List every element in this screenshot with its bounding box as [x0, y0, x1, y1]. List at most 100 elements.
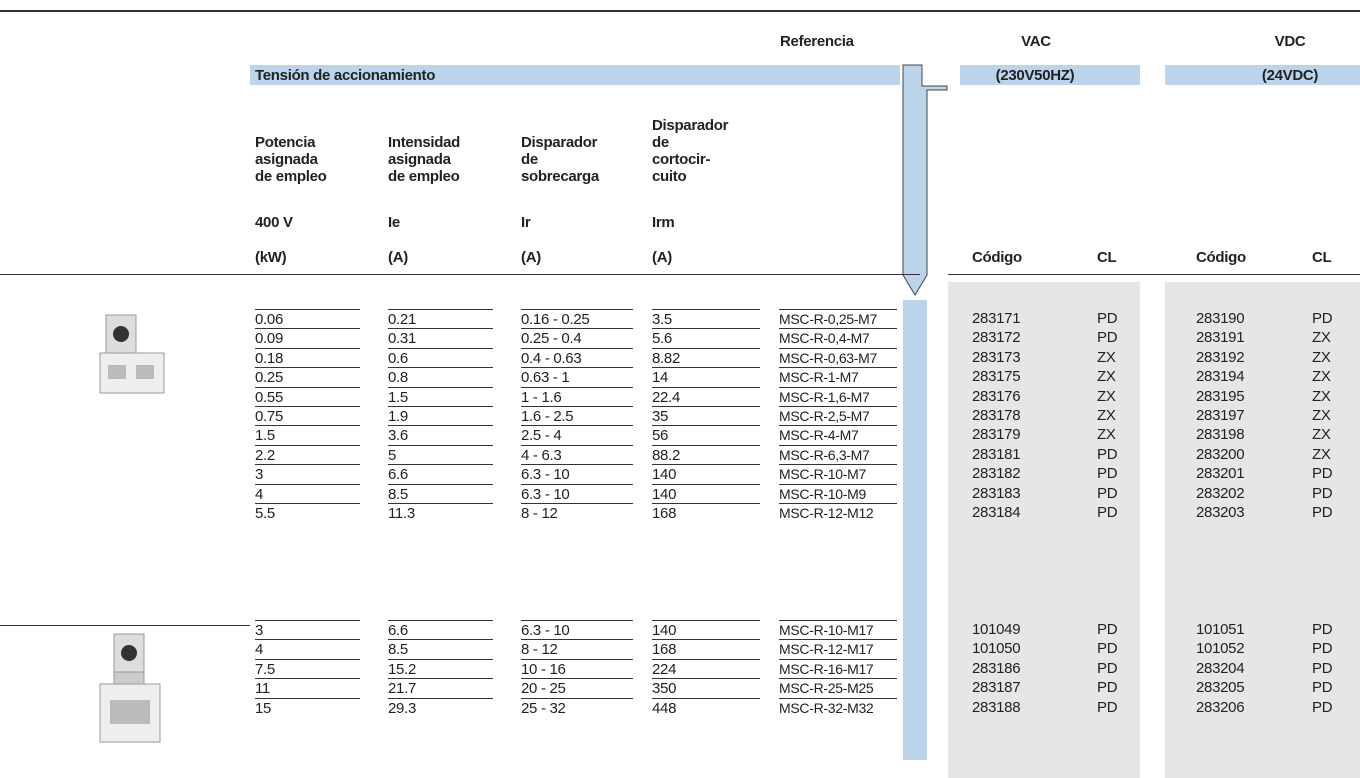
cell: 0.63 - 1: [521, 367, 633, 386]
cell: PD: [1312, 465, 1333, 483]
cell: 0.75: [255, 406, 360, 425]
cell: 283206: [1196, 698, 1245, 716]
cell: 283172: [972, 329, 1021, 347]
cell: 140: [652, 620, 760, 639]
cell: ZX: [1312, 368, 1331, 386]
cell: ZX: [1312, 329, 1331, 347]
cell: 0.4 - 0.63: [521, 347, 633, 367]
cell: ZX: [1312, 426, 1331, 444]
group-rule: [0, 625, 250, 626]
column-title: Intensidad asignada de empleo: [388, 134, 461, 185]
cell: MSC-R-0,25-M7: [779, 309, 897, 328]
cell: 0.21: [388, 309, 493, 328]
cell: MSC-R-10-M17: [779, 620, 897, 639]
cell: 283181: [972, 445, 1021, 463]
vac-spec: (230V50HZ): [995, 67, 1075, 84]
cell: 35: [652, 406, 760, 425]
cell: PD: [1097, 504, 1118, 521]
code-column: Código: [1196, 249, 1246, 266]
vdc-spec: (24VDC): [1261, 67, 1319, 84]
cell: 283188: [972, 698, 1021, 716]
cell: 6.3 - 10: [521, 620, 633, 639]
cell: 4: [255, 639, 360, 658]
cell: 3.6: [388, 425, 493, 444]
blue-bar: [903, 300, 927, 760]
cell: 283176: [972, 387, 1021, 405]
band: [1165, 65, 1360, 85]
column-symbol: Ir: [521, 214, 531, 231]
cell: MSC-R-10-M9: [779, 483, 897, 503]
cell: 283194: [1196, 368, 1245, 386]
cell: PD: [1097, 445, 1118, 463]
cell: ZX: [1097, 426, 1116, 444]
cell: 283179: [972, 426, 1021, 444]
cell: 8.5: [388, 483, 493, 503]
cell: 5: [388, 444, 493, 464]
cell: 2.2: [255, 444, 360, 464]
cell: PD: [1097, 659, 1118, 677]
cell: 168: [652, 503, 760, 522]
cell: 283205: [1196, 679, 1245, 697]
cell: 10 - 16: [521, 658, 633, 678]
cell: PD: [1097, 698, 1118, 716]
cell: 283195: [1196, 387, 1245, 405]
cell: 3: [255, 464, 360, 483]
cell: 3: [255, 620, 360, 639]
cell: MSC-R-0,4-M7: [779, 328, 897, 347]
vac: VAC: [1021, 33, 1051, 50]
cell: 283198: [1196, 426, 1245, 444]
code-column: Código: [972, 249, 1022, 266]
cell: ZX: [1097, 348, 1116, 366]
top-rule: [0, 10, 1360, 12]
tension: Tensión de accionamiento: [255, 67, 436, 84]
cell: 0.55: [255, 386, 360, 406]
cell: 5.5: [255, 503, 360, 522]
cell: PD: [1097, 465, 1118, 483]
cell: MSC-R-6,3-M7: [779, 444, 897, 464]
column-symbol: Irm: [652, 214, 675, 231]
cell: 56: [652, 425, 760, 444]
column-title: Disparador de cortocir- cuito: [652, 117, 729, 185]
cell: 8.82: [652, 347, 760, 367]
cell: 14: [652, 367, 760, 386]
cell: 101050: [972, 640, 1021, 658]
cell: 1.5: [388, 386, 493, 406]
cell: MSC-R-12-M17: [779, 639, 897, 658]
cell: 6.3 - 10: [521, 464, 633, 483]
cell: ZX: [1097, 407, 1116, 424]
cell: MSC-R-1-M7: [779, 367, 897, 386]
column-unit: (A): [652, 249, 672, 266]
cell: 283191: [1196, 329, 1245, 347]
cell: PD: [1097, 484, 1118, 502]
cell: PD: [1312, 698, 1333, 716]
cell: 0.31: [388, 328, 493, 347]
cell: 6.3 - 10: [521, 483, 633, 503]
cell: PD: [1312, 504, 1333, 521]
cell: 140: [652, 464, 760, 483]
cell: PD: [1312, 679, 1333, 697]
gray-panel: [948, 282, 1140, 778]
band: [960, 65, 1140, 85]
cell: 0.18: [255, 347, 360, 367]
cell: 11.3: [388, 503, 493, 522]
cell: 283186: [972, 659, 1021, 677]
referencia: Referencia: [780, 33, 854, 50]
cell: MSC-R-2,5-M7: [779, 406, 897, 425]
column-symbol: 400 V: [255, 214, 293, 231]
gray-panel: [1165, 282, 1360, 778]
product-image: [99, 633, 161, 743]
cell: 283187: [972, 679, 1021, 697]
cell: 20 - 25: [521, 678, 633, 697]
cell: ZX: [1312, 445, 1331, 463]
cell: MSC-R-25-M25: [779, 678, 897, 697]
cell: 15: [255, 697, 360, 717]
cell: ZX: [1312, 407, 1331, 424]
product-image: [99, 314, 165, 394]
cell: 29.3: [388, 697, 493, 717]
cell: PD: [1097, 640, 1118, 658]
cell: MSC-R-4-M7: [779, 425, 897, 444]
cell: PD: [1312, 310, 1333, 327]
cell: 7.5: [255, 658, 360, 678]
cell: 283190: [1196, 310, 1245, 327]
cell: 0.06: [255, 309, 360, 328]
